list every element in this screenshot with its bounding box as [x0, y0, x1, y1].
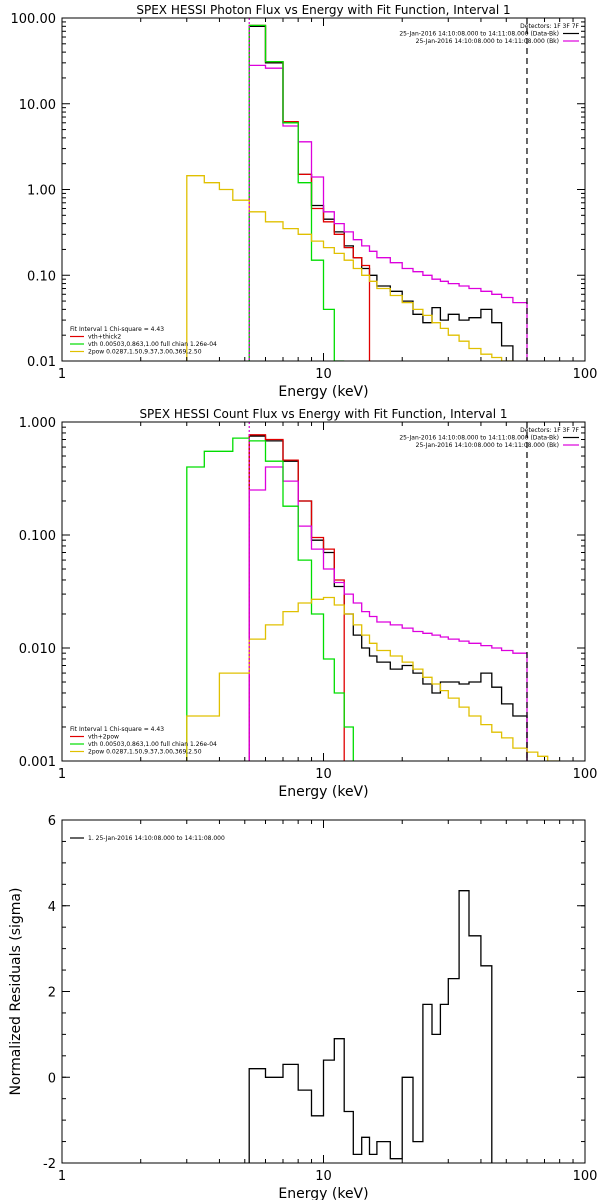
legend-entry: vth 0.00503,0.863,1.00 full chian 1.26e-… — [88, 741, 217, 748]
y-tick-label: 0.100 — [19, 529, 56, 544]
series-group — [248, 890, 493, 1163]
x-tick-label: 10 — [315, 767, 332, 782]
legend-entry: 25-Jan-2016 14:10:08.000 to 14:11:08.000… — [399, 435, 559, 442]
legend-entry: vth+2pow — [88, 734, 119, 741]
plot-frame — [61, 421, 586, 762]
legend-entry: 1. 25-Jan-2016 14:10:08.000 to 14:11:08.… — [88, 835, 225, 842]
x-axis-label: Energy (keV) — [278, 784, 368, 800]
legend-entry: Fit Interval 1 Chi-square = 4.43 — [70, 726, 164, 733]
y-tick-label: 1.00 — [27, 184, 56, 199]
x-tick-label: 1 — [58, 767, 66, 782]
y-tick-label: 0.10 — [27, 269, 56, 284]
legend-entry: 25-Jan-2016 14:10:08.000 to 14:11:08.000… — [399, 31, 559, 38]
chart-title: SPEX HESSI Photon Flux vs Energy with Fi… — [136, 3, 510, 17]
legend-entry: 25-Jan-2016 14:10:08.000 to 14:11:08.000… — [416, 38, 559, 45]
series-line-1 — [248, 24, 371, 361]
series-line-3 — [248, 24, 345, 361]
y-tick-label: 0 — [48, 1071, 56, 1086]
legend-entry: 25-Jan-2016 14:10:08.000 to 14:11:08.000… — [416, 442, 559, 449]
y-tick-label: 1.000 — [19, 416, 56, 431]
chart-title: SPEX HESSI Count Flux vs Energy with Fit… — [139, 407, 507, 421]
y-tick-label: 0.01 — [27, 355, 56, 370]
series-line-0 — [248, 435, 528, 761]
x-tick-label: 100 — [573, 767, 598, 782]
x-axis-label: Energy (keV) — [278, 384, 368, 400]
x-tick-label: 1 — [58, 1169, 66, 1184]
photon-flux-panel: SPEX HESSI Photon Flux vs Energy with Fi… — [11, 3, 598, 400]
count-flux-panel: SPEX HESSI Count Flux vs Energy with Fit… — [19, 407, 598, 800]
x-tick-label: 100 — [573, 367, 598, 382]
y-tick-label: 2 — [48, 986, 56, 1001]
series-line-1 — [248, 434, 345, 761]
series-line-0 — [248, 25, 514, 361]
x-tick-label: 1 — [58, 367, 66, 382]
series-line-2 — [248, 466, 528, 761]
y-tick-label: 10.00 — [19, 98, 56, 113]
y-tick-label: -2 — [43, 1157, 56, 1172]
legend-entry: Fit Interval 1 Chi-square = 4.43 — [70, 326, 164, 333]
series-line-2 — [248, 64, 528, 361]
series-line-4 — [186, 175, 513, 361]
series-line-3 — [186, 437, 354, 761]
x-tick-label: 10 — [315, 1169, 332, 1184]
series-line-0 — [248, 890, 493, 1163]
series-group — [186, 434, 560, 761]
legend-entry: vth 0.00503,0.863,1.00 full chian 1.26e-… — [88, 341, 217, 348]
y-tick-label: 100.00 — [11, 12, 57, 27]
y-tick-label: 6 — [48, 814, 56, 829]
y-tick-label: 0.001 — [19, 755, 56, 770]
legend-entry: 2pow 0.0287,1.50,9.37,3.00,369,2.50 — [88, 749, 202, 756]
residuals-panel: 1 10 100 -2 0 2 4 6 Energy (keV) Normalized Resid… — [8, 814, 598, 1202]
legend-entry: 2pow 0.0287,1.50,9.37,3.00,369,2.50 — [88, 349, 202, 356]
y-tick-label: 0.010 — [19, 642, 56, 657]
series-line-4 — [186, 596, 560, 761]
legend-entry: Detectors: 1F 3F 7F — [520, 427, 579, 434]
x-tick-label: 100 — [573, 1169, 598, 1184]
legend-entry: Detectors: 1F 3F 7F — [520, 23, 579, 30]
x-axis-label: Energy (keV) — [278, 1186, 368, 1200]
y-axis-label: Normalized Residuals (sigma) — [8, 888, 24, 1096]
legend-entry: vth+thick2 — [88, 334, 121, 341]
x-tick-label: 10 — [315, 367, 332, 382]
y-tick-label: 4 — [48, 900, 56, 915]
series-group — [186, 24, 528, 361]
